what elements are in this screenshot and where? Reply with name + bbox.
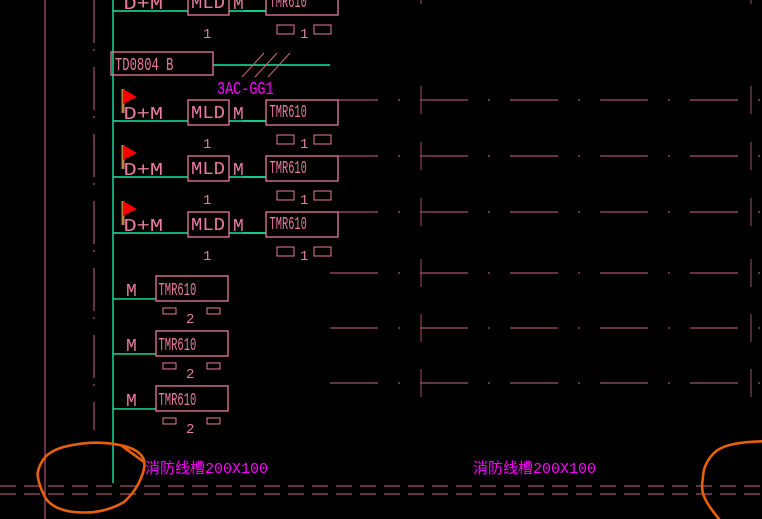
svg-text:D+M: D+M (124, 161, 164, 181)
svg-text:TMR610: TMR610 (270, 0, 307, 13)
svg-text:M: M (126, 337, 137, 357)
svg-text:TD0804 B: TD0804 B (115, 56, 174, 76)
svg-text:消防线槽200X100: 消防线槽200X100 (145, 460, 268, 478)
svg-text:D+M: D+M (124, 105, 164, 125)
svg-text:1: 1 (300, 193, 309, 209)
svg-text:D+M: D+M (124, 0, 164, 15)
svg-text:1: 1 (300, 137, 309, 153)
svg-text:MLD: MLD (191, 216, 225, 236)
svg-text:1: 1 (300, 249, 309, 265)
svg-text:消防线槽200X100: 消防线槽200X100 (473, 460, 596, 478)
svg-text:1: 1 (300, 27, 309, 43)
svg-text:D+M: D+M (124, 217, 164, 237)
svg-text:MLD: MLD (191, 160, 225, 180)
svg-text:MLD: MLD (191, 104, 225, 124)
svg-text:M: M (233, 217, 244, 237)
svg-text:3AC-GG1: 3AC-GG1 (217, 80, 274, 100)
svg-text:1: 1 (203, 193, 212, 209)
svg-text:TMR610: TMR610 (159, 391, 197, 411)
svg-text:2: 2 (186, 422, 195, 438)
svg-text:1: 1 (203, 137, 212, 153)
svg-text:TMR610: TMR610 (270, 159, 307, 179)
svg-text:TMR610: TMR610 (270, 103, 307, 123)
svg-text:2: 2 (186, 367, 195, 383)
svg-text:2: 2 (186, 312, 195, 328)
svg-text:TMR610: TMR610 (159, 281, 197, 301)
svg-text:M: M (126, 282, 137, 302)
svg-text:M: M (233, 161, 244, 181)
svg-text:1: 1 (203, 249, 212, 265)
svg-text:M: M (233, 105, 244, 125)
svg-text:MLD: MLD (191, 0, 225, 14)
svg-text:M: M (126, 392, 137, 412)
svg-text:1: 1 (203, 27, 212, 43)
svg-text:M: M (233, 0, 244, 15)
svg-text:TMR610: TMR610 (159, 336, 197, 356)
svg-text:TMR610: TMR610 (270, 215, 307, 235)
